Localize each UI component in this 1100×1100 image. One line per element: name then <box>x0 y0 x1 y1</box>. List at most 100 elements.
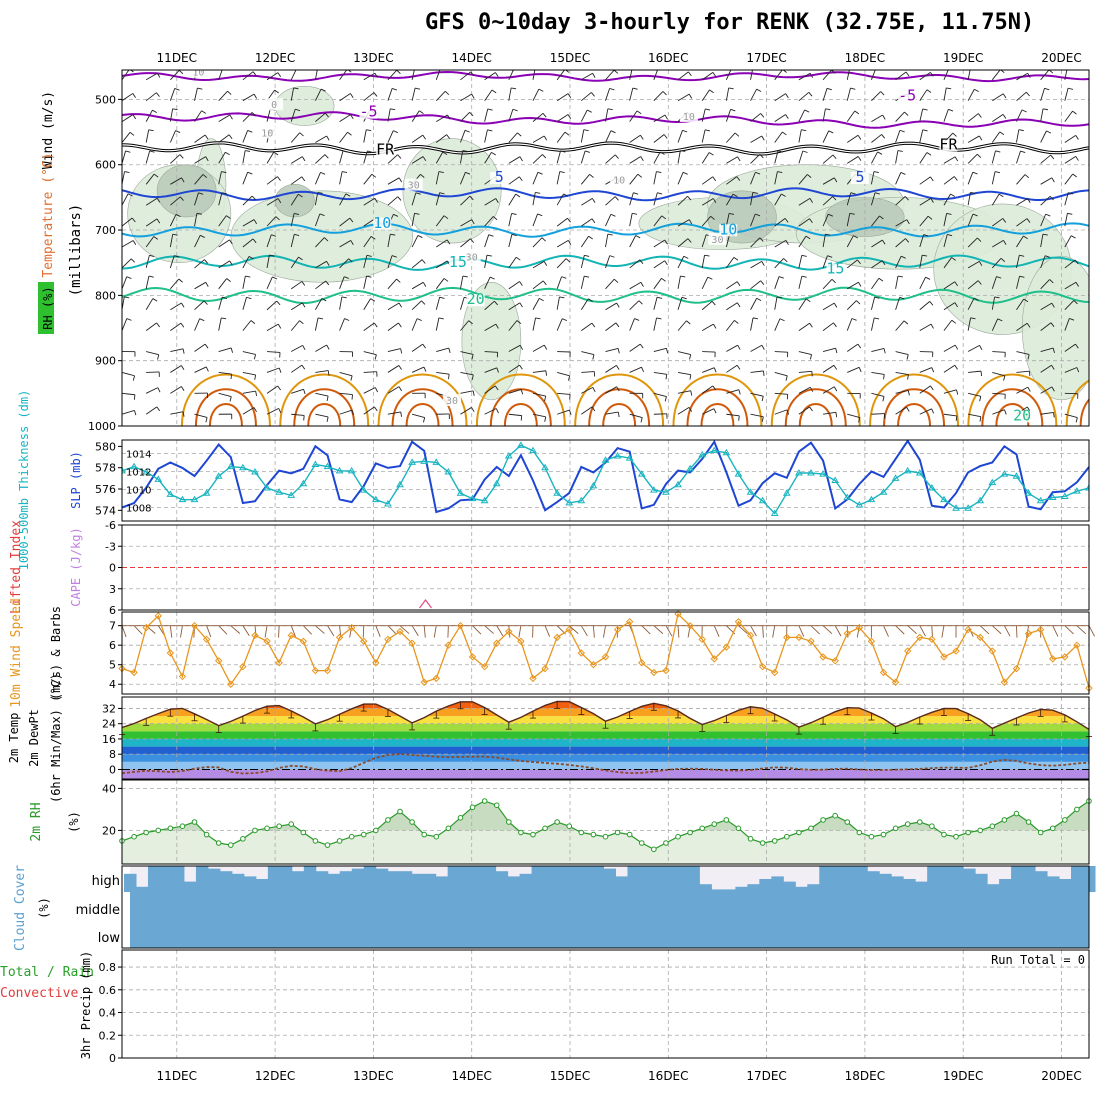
panel-frame-slp <box>121 439 1090 522</box>
wind-barb-flag <box>736 302 741 308</box>
surface-wind-barb <box>713 625 720 637</box>
wind-barb <box>194 174 204 185</box>
wind-barb <box>605 386 617 394</box>
wind-barb <box>701 323 714 332</box>
wind-barb <box>919 108 924 122</box>
wind-barb <box>411 192 417 206</box>
rh-point <box>675 833 681 840</box>
wind-barb <box>266 216 277 227</box>
rh-legend-swatch <box>38 282 54 334</box>
contour-label: 20 <box>467 290 485 308</box>
wind-barb <box>943 389 957 394</box>
wind-barb <box>122 276 128 289</box>
wind-barb <box>701 152 710 164</box>
wind-barb <box>1064 318 1070 331</box>
wind-barb-flag <box>738 389 741 395</box>
wind-barb-flag <box>704 129 711 132</box>
wind-barb-flag <box>271 234 277 237</box>
wind-barb <box>1016 235 1024 248</box>
wind-barb-flag <box>690 390 693 396</box>
cloud-high-bar <box>519 873 533 892</box>
wind-barb <box>1088 100 1089 101</box>
wind-barb-flag <box>468 320 473 325</box>
wind-barb <box>266 276 273 290</box>
wind-barb <box>726 302 738 311</box>
rh-point <box>360 831 367 838</box>
wind-barb <box>411 259 423 269</box>
wind-tick-label: 5 <box>109 659 116 672</box>
wind-barb <box>653 392 667 397</box>
wind-barb-flag <box>664 239 668 245</box>
wind-barb <box>460 112 470 122</box>
wind-barb <box>774 318 781 331</box>
rh-point <box>143 829 149 836</box>
wind-barb <box>774 131 783 143</box>
surface-wind-barb <box>895 625 905 635</box>
cloud-high-bar <box>1011 866 1024 892</box>
surface-wind-barb <box>264 625 268 638</box>
surface-wind-barb <box>931 625 933 638</box>
wind-barb <box>701 89 710 101</box>
wind-barb-flag <box>1025 91 1030 97</box>
wind-barb <box>291 388 304 394</box>
wind-barb-flag <box>785 240 789 245</box>
wind-barb-flag <box>1068 192 1074 195</box>
wind-barb-flag <box>583 129 589 132</box>
wind-speed-point <box>843 629 851 638</box>
wind-barb-flag <box>807 174 812 178</box>
thickness-point <box>649 486 658 493</box>
wind-speed-point <box>517 637 525 645</box>
wind-barb-flag <box>511 233 517 237</box>
wind-barb-flag <box>149 254 155 257</box>
wind-barb-flag <box>175 130 181 133</box>
wind-barb <box>436 114 448 122</box>
day-label-bottom: 15DEC <box>550 1069 590 1083</box>
surface-wind-barb <box>327 625 335 637</box>
wind-barb-flag <box>278 408 282 414</box>
wind-barb-flag <box>1003 240 1007 245</box>
wind-barb-flag <box>130 258 136 263</box>
cloud-high-bar <box>291 871 305 892</box>
wind-barb-flag <box>278 367 282 373</box>
wind-barb <box>750 413 764 418</box>
contour-label: 15 <box>826 259 844 277</box>
wind-barb-flag <box>972 213 978 217</box>
wind-barb <box>774 171 778 185</box>
wind-speed-point <box>928 635 936 644</box>
precip-tick-label: 0.8 <box>99 961 117 974</box>
wind-barb <box>943 109 949 122</box>
wind-barb-flag <box>809 218 813 224</box>
wind-barb-flag <box>1020 150 1026 154</box>
wind-barb <box>701 255 705 269</box>
cloud-high-bar <box>555 866 569 892</box>
wind-barb-flag <box>686 320 691 325</box>
wind-barb <box>387 177 400 185</box>
wind-barb <box>242 219 255 227</box>
wind-barb-flag <box>930 385 934 391</box>
wind-barb <box>750 298 758 310</box>
wind-barb <box>363 92 375 102</box>
wind-barb-flag <box>658 68 663 70</box>
wind-barb-flag <box>617 412 620 418</box>
pressure-tick-label: 1000 <box>88 420 116 433</box>
wind-barb-flag <box>273 151 279 156</box>
wind-barb <box>315 112 326 122</box>
wind-barb-flag <box>303 389 306 395</box>
wind-barb <box>122 240 134 248</box>
wind-barb <box>508 344 521 352</box>
wind-barb-flag <box>245 275 251 278</box>
wind-barb-flag <box>808 92 813 97</box>
wind-barb <box>870 317 875 331</box>
panel-frame-rh <box>121 779 1090 865</box>
wind-barb-flag <box>543 344 548 350</box>
wind-barb <box>484 198 496 206</box>
wind-barb <box>411 87 416 101</box>
rh-point <box>312 838 319 844</box>
wind-barb <box>363 406 375 415</box>
wind-barb-flag <box>857 156 862 161</box>
wind-barb-flag <box>254 374 257 380</box>
wind-barb <box>460 195 471 206</box>
wind-barb-flag <box>204 343 209 349</box>
wind-barb-flag <box>416 318 422 321</box>
wind-barb <box>508 281 520 290</box>
